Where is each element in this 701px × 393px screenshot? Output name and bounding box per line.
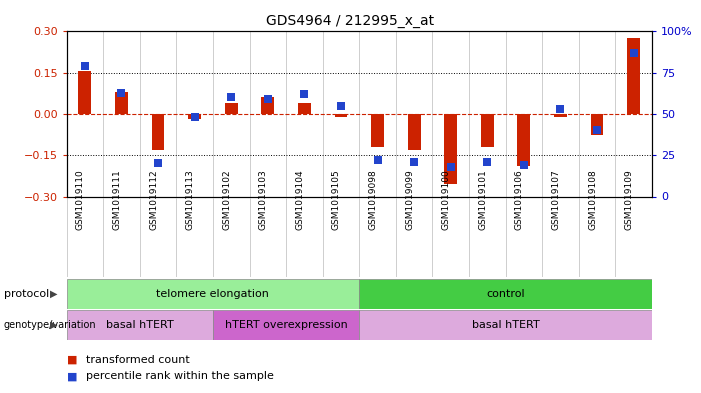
Bar xyxy=(517,114,530,166)
Point xyxy=(79,63,90,69)
Text: GSM1019111: GSM1019111 xyxy=(112,170,121,230)
Bar xyxy=(360,279,652,309)
Point xyxy=(628,50,639,56)
Text: ■: ■ xyxy=(67,371,77,382)
Text: control: control xyxy=(486,289,525,299)
Text: hTERT overexpression: hTERT overexpression xyxy=(225,320,348,330)
Text: genotype/variation: genotype/variation xyxy=(4,320,96,330)
Text: GSM1019098: GSM1019098 xyxy=(369,170,378,230)
Bar xyxy=(360,310,652,340)
Text: GSM1019108: GSM1019108 xyxy=(588,170,597,230)
Text: GDS4964 / 212995_x_at: GDS4964 / 212995_x_at xyxy=(266,14,435,28)
Text: GSM1019102: GSM1019102 xyxy=(222,170,231,230)
Bar xyxy=(627,38,640,114)
Point xyxy=(518,162,529,168)
Bar xyxy=(481,114,494,147)
Text: GSM1019100: GSM1019100 xyxy=(442,170,451,230)
Point xyxy=(262,96,273,102)
Bar xyxy=(151,114,165,150)
Bar xyxy=(371,114,384,147)
Point xyxy=(409,159,420,165)
Text: transformed count: transformed count xyxy=(86,354,190,365)
Text: ▶: ▶ xyxy=(50,320,57,330)
Text: GSM1019105: GSM1019105 xyxy=(332,170,341,230)
Text: ■: ■ xyxy=(67,354,77,365)
Text: GSM1019103: GSM1019103 xyxy=(259,170,268,230)
Text: telomere elongation: telomere elongation xyxy=(156,289,269,299)
Point xyxy=(372,157,383,163)
Bar xyxy=(591,114,604,134)
Bar xyxy=(115,92,128,114)
Text: GSM1019099: GSM1019099 xyxy=(405,170,414,230)
Text: protocol: protocol xyxy=(4,289,49,299)
Text: percentile rank within the sample: percentile rank within the sample xyxy=(86,371,274,382)
Text: GSM1019110: GSM1019110 xyxy=(76,170,85,230)
Point xyxy=(116,89,127,95)
Bar xyxy=(261,97,274,114)
Point xyxy=(226,94,237,101)
Text: GSM1019107: GSM1019107 xyxy=(552,170,561,230)
Bar xyxy=(225,103,238,114)
Text: GSM1019109: GSM1019109 xyxy=(625,170,634,230)
Text: ▶: ▶ xyxy=(50,289,57,299)
Bar xyxy=(189,114,201,119)
Bar xyxy=(298,103,311,114)
Bar xyxy=(334,114,348,117)
Text: basal hTERT: basal hTERT xyxy=(472,320,540,330)
Text: GSM1019106: GSM1019106 xyxy=(515,170,524,230)
Text: GSM1019101: GSM1019101 xyxy=(478,170,487,230)
Point xyxy=(299,91,310,97)
Point xyxy=(592,127,603,134)
Text: GSM1019112: GSM1019112 xyxy=(149,170,158,230)
Text: GSM1019113: GSM1019113 xyxy=(186,170,195,230)
Bar xyxy=(67,310,213,340)
Point xyxy=(335,103,346,109)
Point xyxy=(482,159,493,165)
Point xyxy=(445,163,456,170)
Point xyxy=(189,114,200,120)
Point xyxy=(555,106,566,112)
Bar xyxy=(554,114,567,117)
Text: basal hTERT: basal hTERT xyxy=(106,320,174,330)
Bar xyxy=(408,114,421,150)
Text: GSM1019104: GSM1019104 xyxy=(295,170,304,230)
Bar xyxy=(79,72,91,114)
Bar xyxy=(213,310,360,340)
Bar xyxy=(67,279,360,309)
Bar xyxy=(444,114,457,184)
Point xyxy=(152,160,163,167)
